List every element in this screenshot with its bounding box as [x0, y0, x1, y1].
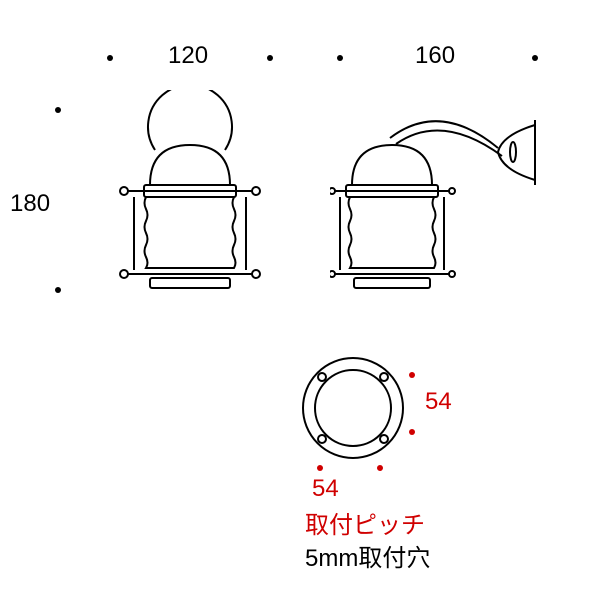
tick-top-front-left — [107, 55, 113, 61]
dim-pitch-v: 54 — [425, 388, 452, 416]
front-view — [110, 90, 270, 295]
tick-top-side-left — [337, 55, 343, 61]
dim-depth: 160 — [415, 42, 455, 70]
dim-height: 180 — [10, 190, 50, 218]
caption-pitch: 取付ピッチ — [305, 505, 425, 540]
side-view — [330, 90, 540, 295]
tick-top-side-right — [532, 55, 538, 61]
base-view — [298, 353, 408, 463]
tick-left-top — [55, 107, 61, 113]
tick-left-bot — [55, 287, 61, 293]
tick-pitch-h-left — [317, 465, 323, 471]
dim-width: 120 — [168, 42, 208, 70]
tick-top-front-right — [267, 55, 273, 61]
caption-hole: 5mm取付穴 — [305, 538, 430, 573]
tick-pitch-v-bot — [409, 429, 415, 435]
dim-pitch-h: 54 — [312, 475, 339, 503]
tick-pitch-v-top — [409, 372, 415, 378]
tick-pitch-h-right — [377, 465, 383, 471]
